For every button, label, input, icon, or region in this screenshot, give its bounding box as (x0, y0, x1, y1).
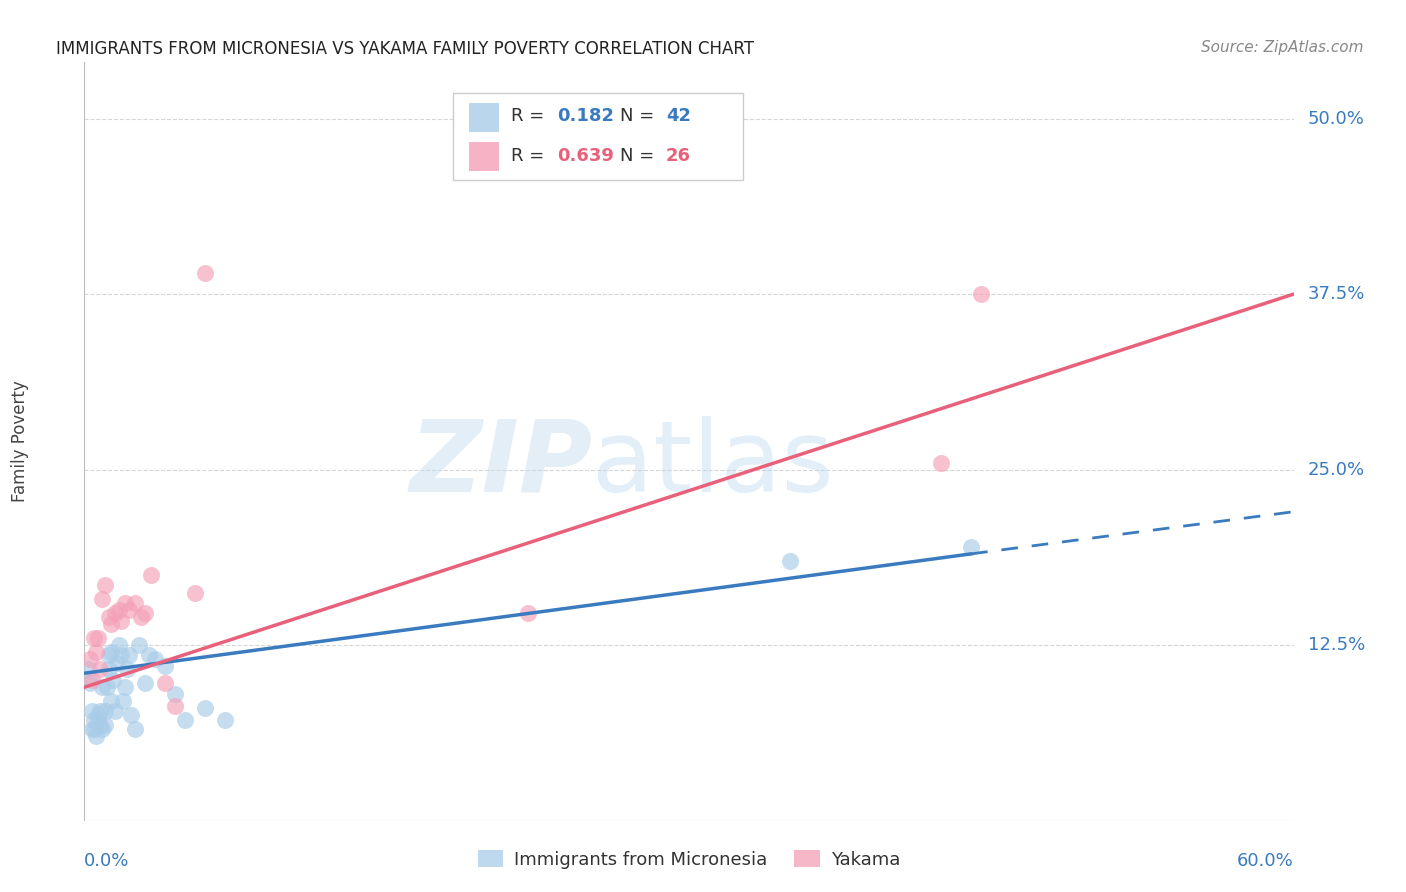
Point (105, 657, 128, 671)
Point (83, 723, 105, 737)
Point (93, 718, 115, 732)
Text: Source: ZipAtlas.com: Source: ZipAtlas.com (1201, 40, 1364, 55)
Point (114, 680, 136, 694)
Point (104, 606, 127, 620)
Point (89, 718, 111, 732)
Point (114, 596, 136, 610)
Text: 60.0%: 60.0% (1237, 852, 1294, 870)
Point (120, 708, 142, 723)
Point (100, 617, 122, 632)
Text: 50.0%: 50.0% (1308, 110, 1364, 128)
Legend: Immigrants from Micronesia, Yakama: Immigrants from Micronesia, Yakama (471, 843, 907, 876)
Point (87, 631, 110, 645)
Point (91, 591, 114, 606)
Point (82, 673, 104, 688)
Point (110, 614, 132, 628)
Point (89, 704, 111, 718)
Text: 25.0%: 25.0% (1308, 460, 1365, 479)
Point (101, 673, 124, 688)
Point (107, 638, 129, 652)
Point (143, 652, 166, 666)
Point (86, 645, 108, 659)
Point (124, 723, 146, 737)
Point (96, 680, 118, 694)
Point (100, 694, 122, 708)
Point (77, 662, 100, 676)
Point (153, 659, 176, 673)
Text: 0.182: 0.182 (557, 107, 614, 125)
Point (100, 645, 122, 659)
Point (118, 648, 141, 662)
Point (83, 713, 105, 727)
Point (174, 713, 197, 727)
Text: 12.5%: 12.5% (1308, 636, 1365, 654)
FancyBboxPatch shape (453, 93, 744, 180)
Point (97, 662, 120, 676)
Text: N =: N = (620, 146, 659, 164)
Point (83, 631, 105, 645)
Point (139, 568, 162, 582)
Text: R =: R = (512, 107, 550, 125)
Point (960, 540, 983, 554)
Point (128, 638, 150, 652)
Point (89, 662, 111, 676)
Point (87, 715, 110, 730)
Point (86, 730, 108, 744)
Point (87, 708, 110, 723)
Point (516, 606, 538, 620)
Point (111, 694, 134, 708)
Point (165, 698, 187, 713)
Point (107, 603, 129, 617)
Text: ZIP: ZIP (409, 416, 592, 513)
Point (929, 456, 952, 470)
Point (97, 648, 120, 662)
Point (93, 578, 115, 592)
Text: R =: R = (512, 146, 550, 164)
Point (110, 648, 132, 662)
Text: 0.639: 0.639 (557, 146, 614, 164)
Text: Family Poverty: Family Poverty (11, 381, 30, 502)
Point (165, 687, 187, 701)
Point (82, 704, 104, 718)
Point (79, 652, 101, 666)
Point (134, 606, 156, 620)
Point (124, 596, 146, 610)
Text: atlas: atlas (592, 416, 834, 513)
Point (194, 701, 217, 715)
Point (134, 676, 156, 690)
Point (153, 676, 176, 690)
Point (115, 662, 138, 676)
Point (91, 680, 114, 694)
Text: 42: 42 (666, 107, 690, 125)
Point (138, 648, 160, 662)
Point (970, 287, 993, 301)
Text: N =: N = (620, 107, 659, 125)
Text: IMMIGRANTS FROM MICRONESIA VS YAKAMA FAMILY POVERTY CORRELATION CHART: IMMIGRANTS FROM MICRONESIA VS YAKAMA FAM… (56, 40, 754, 58)
Point (129, 610, 152, 624)
Point (118, 603, 141, 617)
Point (97, 610, 120, 624)
Point (91, 723, 114, 737)
Point (93, 704, 115, 718)
Point (104, 704, 127, 718)
Point (79, 676, 101, 690)
Point (184, 586, 207, 600)
FancyBboxPatch shape (468, 103, 499, 132)
Point (82, 723, 104, 737)
Text: 0.0%: 0.0% (84, 852, 129, 870)
Point (779, 554, 801, 568)
FancyBboxPatch shape (468, 143, 499, 171)
Point (194, 266, 217, 280)
Text: 37.5%: 37.5% (1308, 285, 1365, 303)
Text: 26: 26 (666, 146, 690, 164)
Point (214, 713, 236, 727)
